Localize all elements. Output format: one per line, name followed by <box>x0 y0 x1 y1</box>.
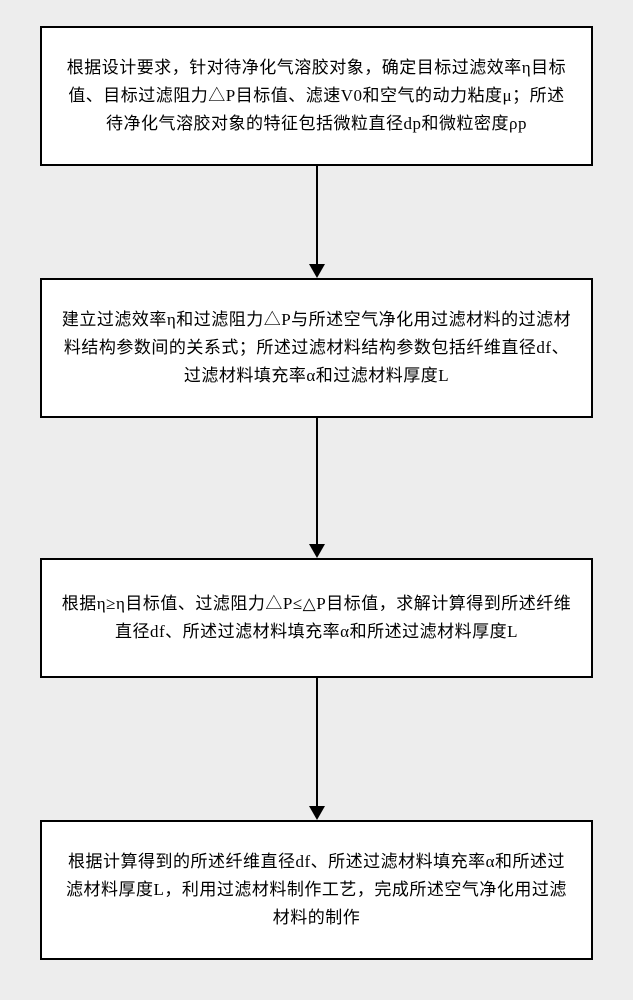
arrow-line <box>316 418 318 544</box>
arrow-head-icon <box>309 264 325 278</box>
flow-step-2: 建立过滤效率η和过滤阻力△P与所述空气净化用过滤材料的过滤材料结构参数间的关系式… <box>40 278 593 418</box>
arrow-line <box>316 166 318 264</box>
flow-step-4: 根据计算得到的所述纤维直径df、所述过滤材料填充率α和所述过滤材料厚度L，利用过… <box>40 820 593 960</box>
flow-step-3: 根据η≥η目标值、过滤阻力△P≤△P目标值，求解计算得到所述纤维直径df、所述过… <box>40 558 593 678</box>
flow-step-1: 根据设计要求，针对待净化气溶胶对象，确定目标过滤效率η目标值、目标过滤阻力△P目… <box>40 26 593 166</box>
flow-arrow-2 <box>309 418 325 558</box>
arrow-line <box>316 678 318 806</box>
flow-step-2-text: 建立过滤效率η和过滤阻力△P与所述空气净化用过滤材料的过滤材料结构参数间的关系式… <box>60 306 573 390</box>
arrow-head-icon <box>309 544 325 558</box>
flow-step-4-text: 根据计算得到的所述纤维直径df、所述过滤材料填充率α和所述过滤材料厚度L，利用过… <box>60 848 573 932</box>
arrow-head-icon <box>309 806 325 820</box>
flow-arrow-1 <box>309 166 325 278</box>
flow-arrow-3 <box>309 678 325 820</box>
flow-step-1-text: 根据设计要求，针对待净化气溶胶对象，确定目标过滤效率η目标值、目标过滤阻力△P目… <box>60 54 573 138</box>
flow-step-3-text: 根据η≥η目标值、过滤阻力△P≤△P目标值，求解计算得到所述纤维直径df、所述过… <box>60 590 573 646</box>
flowchart-canvas: 根据设计要求，针对待净化气溶胶对象，确定目标过滤效率η目标值、目标过滤阻力△P目… <box>0 0 633 1000</box>
